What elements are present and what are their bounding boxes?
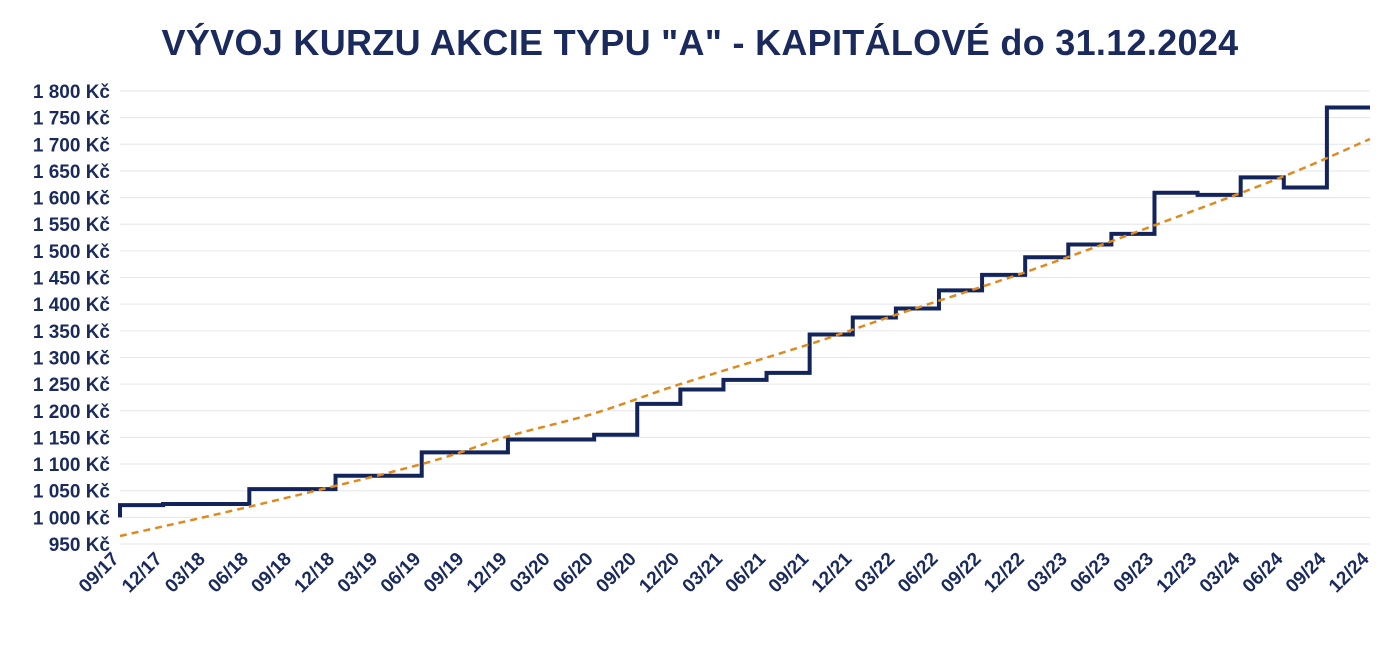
x-tick-label: 12/23 — [1153, 549, 1201, 597]
x-tick-label: 09/24 — [1282, 548, 1331, 597]
x-tick-label: 06/21 — [722, 548, 771, 597]
series-lines — [118, 105, 1371, 538]
y-tick-label: 1 100 Kč — [33, 455, 111, 476]
x-tick-label: 03/18 — [161, 549, 209, 597]
chart-title: VÝVOJ KURZU AKCIE TYPU "A" - KAPITÁLOVÉ … — [161, 22, 1239, 63]
x-tick-label: 12/24 — [1325, 548, 1374, 597]
x-tick-label: 09/23 — [1110, 549, 1158, 597]
y-tick-label: 1 400 Kč — [33, 295, 111, 316]
y-tick-label: 1 750 Kč — [33, 109, 111, 130]
x-tick-label: 06/20 — [549, 549, 597, 597]
y-tick-label: 1 200 Kč — [33, 402, 111, 423]
x-tick-label: 03/24 — [1196, 548, 1245, 597]
y-axis-ticks: 950 Kč 1 000 Kč 1 050 Kč 1 100 Kč 1 150 Kč 1 … — [33, 82, 111, 556]
x-tick-label: 03/20 — [506, 549, 554, 597]
x-tick-label: 09/18 — [247, 549, 295, 597]
y-tick-label: 1 800 Kč — [33, 82, 111, 103]
y-tick-label: 1 350 Kč — [33, 322, 111, 343]
x-tick-label: 06/24 — [1239, 548, 1288, 597]
x-axis-ticks: 09/1712/1703/1806/1809/1812/1803/1906/19… — [75, 548, 1374, 597]
y-tick-label: 1 650 Kč — [33, 162, 111, 183]
x-tick-label: 03/19 — [334, 549, 382, 597]
y-tick-label: 1 500 Kč — [33, 242, 111, 263]
x-tick-label: 12/20 — [635, 549, 683, 597]
y-tick-label: 1 250 Kč — [33, 375, 111, 396]
x-tick-label: 06/19 — [377, 549, 425, 597]
x-tick-label: 03/21 — [679, 548, 728, 597]
x-tick-label: 03/22 — [851, 549, 899, 597]
x-tick-label: 12/22 — [980, 549, 1028, 597]
x-tick-label: 09/21 — [765, 548, 814, 597]
y-tick-label: 950 Kč — [49, 535, 111, 556]
x-tick-label: 06/22 — [894, 549, 942, 597]
gridlines — [120, 90, 1370, 545]
x-tick-label: 06/23 — [1066, 549, 1114, 597]
y-tick-label: 1 050 Kč — [33, 482, 111, 503]
x-tick-label: 12/19 — [463, 549, 511, 597]
x-tick-label: 09/19 — [420, 549, 468, 597]
x-tick-label: 09/20 — [592, 549, 640, 597]
x-tick-label: 12/17 — [118, 549, 166, 597]
y-tick-label: 1 550 Kč — [33, 215, 111, 236]
price-step-line — [118, 105, 1370, 518]
y-tick-label: 1 000 Kč — [33, 508, 111, 529]
trend-line — [119, 137, 1371, 538]
y-tick-label: 1 700 Kč — [33, 135, 111, 156]
x-tick-label: 09/22 — [937, 549, 985, 597]
y-tick-label: 1 300 Kč — [33, 348, 111, 369]
y-tick-label: 1 600 Kč — [33, 189, 111, 210]
y-tick-label: 1 450 Kč — [33, 269, 111, 290]
x-tick-label: 12/18 — [291, 549, 339, 597]
x-tick-label: 12/21 — [808, 548, 857, 597]
y-tick-label: 1 150 Kč — [33, 428, 111, 449]
x-tick-label: 06/18 — [204, 549, 252, 597]
x-tick-label: 03/23 — [1023, 549, 1071, 597]
